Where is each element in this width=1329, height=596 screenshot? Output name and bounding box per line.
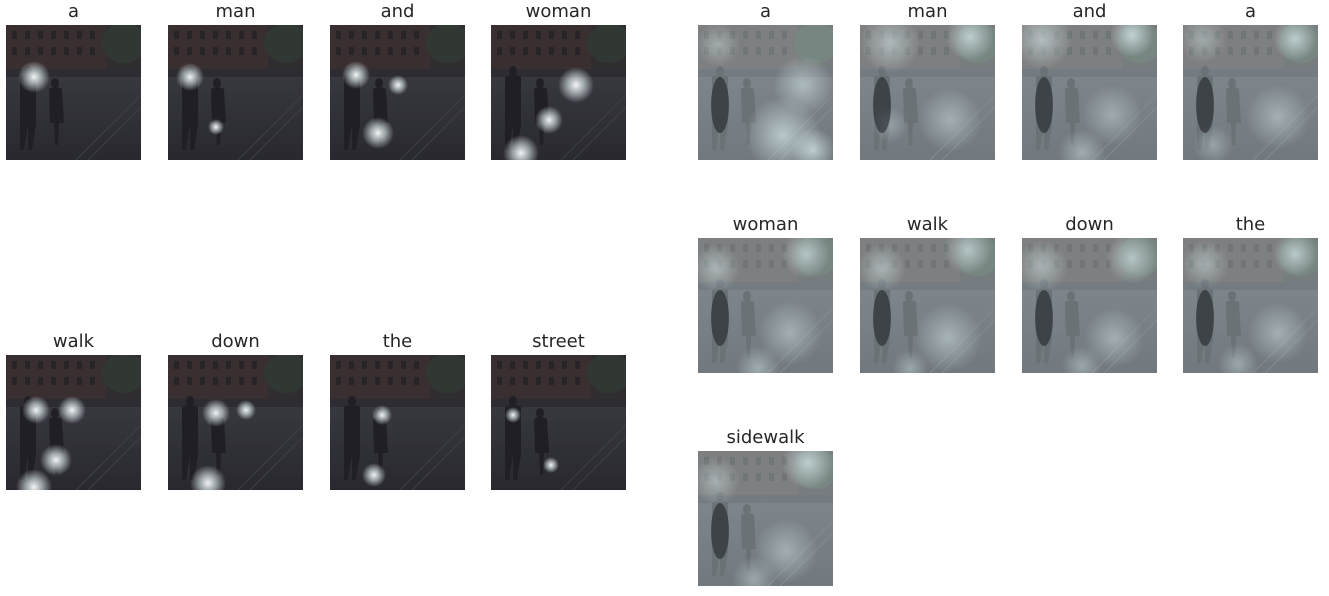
right-word-label: man <box>907 1 948 22</box>
right-attention-map-image <box>698 451 833 586</box>
right-word-label: sidewalk <box>726 427 805 448</box>
right-word-label: walk <box>906 214 949 235</box>
left-attention-map-image <box>330 355 465 490</box>
right-attention-map-image <box>698 238 833 373</box>
right-word-label: and <box>1072 1 1107 22</box>
right-attention-map-image <box>860 25 995 160</box>
left-word-label: walk <box>52 331 95 352</box>
left-word-label: down <box>211 331 260 352</box>
right-attention-map-image <box>860 238 995 373</box>
left-attention-map-image <box>6 25 141 160</box>
right-word-label: woman <box>732 214 799 235</box>
left-word-label: and <box>380 1 415 22</box>
left-attention-map-image <box>491 355 626 490</box>
left-attention-map-image <box>330 25 465 160</box>
right-attention-map-image <box>1183 238 1318 373</box>
right-attention-map-image <box>698 25 833 160</box>
right-word-label: the <box>1235 214 1266 235</box>
left-word-label: woman <box>525 1 592 22</box>
right-word-label: a <box>759 1 772 22</box>
left-attention-map-image <box>168 355 303 490</box>
right-word-label: a <box>1244 1 1257 22</box>
left-attention-map-image <box>491 25 626 160</box>
left-attention-map-image <box>168 25 303 160</box>
right-attention-map-image <box>1183 25 1318 160</box>
right-word-label: down <box>1065 214 1114 235</box>
left-word-label: man <box>215 1 256 22</box>
left-attention-map-image <box>6 355 141 490</box>
right-attention-map-image <box>1022 238 1157 373</box>
right-attention-map-image <box>1022 25 1157 160</box>
left-word-label: a <box>67 1 80 22</box>
left-word-label: the <box>382 331 413 352</box>
left-word-label: street <box>532 331 585 352</box>
